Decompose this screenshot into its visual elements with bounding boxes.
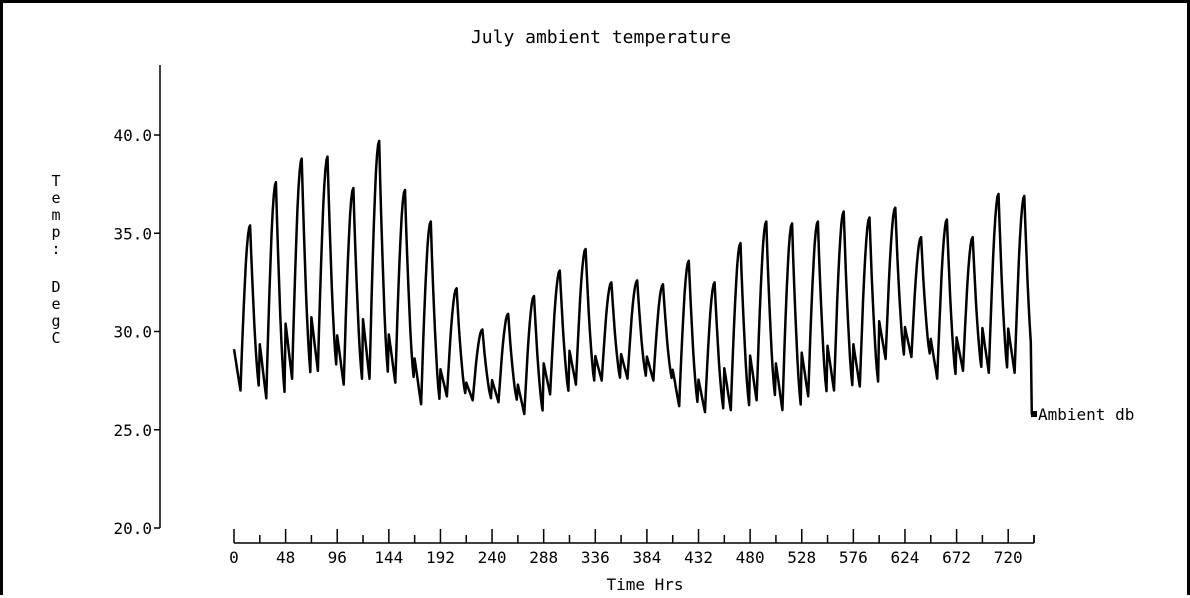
chart-title: July ambient temperature (471, 27, 731, 48)
series-line-ambient-db (232, 139, 1035, 416)
x-tick-label: 480 (736, 548, 765, 567)
x-ticks: 0 48 96 144 192 240 288 336 384 432 480 528 576 624 67… (229, 529, 1035, 567)
plot-area (232, 139, 1037, 418)
legend: Ambient db (1038, 405, 1134, 424)
y-tick-label: 40.0 (113, 126, 152, 145)
y-axis-label-char: T (51, 172, 60, 190)
axes (159, 65, 1034, 544)
y-axis-label-char: e (51, 295, 60, 313)
x-tick-label: 672 (942, 548, 971, 567)
y-tick-label: 35.0 (113, 224, 152, 243)
x-tick-label: 240 (478, 548, 507, 567)
y-axis-label-char: g (51, 312, 60, 330)
x-tick-label: 720 (994, 548, 1023, 567)
x-tick-label: 528 (787, 548, 816, 567)
y-tick-label: 20.0 (113, 519, 152, 538)
y-axis-label-char: m (51, 206, 60, 224)
x-axis-label: Time Hrs (606, 575, 683, 594)
y-axis-label-char: D (51, 278, 60, 296)
x-tick-label: 624 (891, 548, 920, 567)
x-tick-label: 288 (529, 548, 558, 567)
x-tick-label: 48 (276, 548, 295, 567)
legend-label-ambient-db: Ambient db (1038, 405, 1134, 424)
x-tick-label: 336 (581, 548, 610, 567)
y-axis-label-char: e (51, 189, 60, 207)
x-tick-label: 96 (328, 548, 347, 567)
y-axis-label-char: p (51, 223, 60, 241)
x-tick-label: 192 (426, 548, 455, 567)
x-tick-label: 576 (839, 548, 868, 567)
y-axis-label-char: C (51, 329, 60, 347)
temperature-chart: July ambient temperature Time Hrs Temp:D… (51, 27, 1134, 594)
x-tick-label: 384 (632, 548, 661, 567)
y-axis-label-char: : (51, 240, 60, 258)
series-end-marker (1031, 411, 1037, 418)
y-tick-label: 25.0 (113, 421, 152, 440)
y-tick-label: 30.0 (113, 323, 152, 342)
x-tick-label: 432 (684, 548, 713, 567)
x-tick-label: 144 (374, 548, 403, 567)
y-ticks: 20.0 25.0 30.0 35.0 40.0 (113, 126, 160, 538)
x-tick-label: 0 (229, 548, 239, 567)
